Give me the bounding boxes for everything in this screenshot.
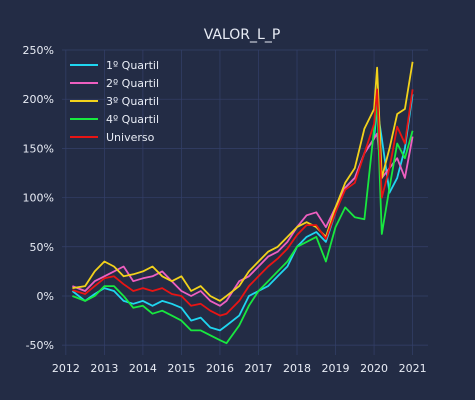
y-tick-label: 200% [23, 93, 54, 106]
y-tick-label: 100% [23, 192, 54, 205]
y-tick-label: 50% [30, 241, 54, 254]
y-tick-label: 250% [23, 44, 54, 57]
legend-label-5: Universo [106, 131, 155, 144]
legend-label-4: 4º Quartil [106, 113, 159, 126]
x-tick-label: 2015 [167, 362, 195, 375]
x-tick-label: 2013 [90, 362, 118, 375]
x-tick-label: 2018 [283, 362, 311, 375]
series-line-5 [72, 88, 414, 317]
y-tick-labels: -50% 0% 50% 100% 150% 200% 250% [23, 44, 54, 352]
legend-label-3: 3º Quartil [106, 95, 159, 108]
x-tick-labels: 2012 2013 2014 2015 2016 2017 2018 2019 2020 2021 [52, 362, 427, 375]
series-lines [71, 61, 414, 345]
series-line-3 [72, 61, 414, 302]
x-tick-label: 2020 [360, 362, 388, 375]
legend-label-2: 2º Quartil [106, 77, 159, 90]
x-tick-label: 2019 [322, 362, 350, 375]
x-tick-label: 2016 [206, 362, 234, 375]
y-tick-label: -50% [26, 339, 54, 352]
x-tick-label: 2012 [52, 362, 80, 375]
x-tick-label: 2017 [244, 362, 272, 375]
x-tick-label: 2021 [399, 362, 427, 375]
y-tick-label: 150% [23, 142, 54, 155]
legend: 1º Quartil 2º Quartil 3º Quartil 4º Quartil… [70, 59, 159, 144]
series-line-4 [72, 101, 414, 345]
legend-label-1: 1º Quartil [106, 59, 159, 72]
y-tick-label: 0% [37, 290, 54, 303]
chart-title: VALOR_L_P [204, 27, 281, 43]
x-tick-label: 2014 [129, 362, 157, 375]
